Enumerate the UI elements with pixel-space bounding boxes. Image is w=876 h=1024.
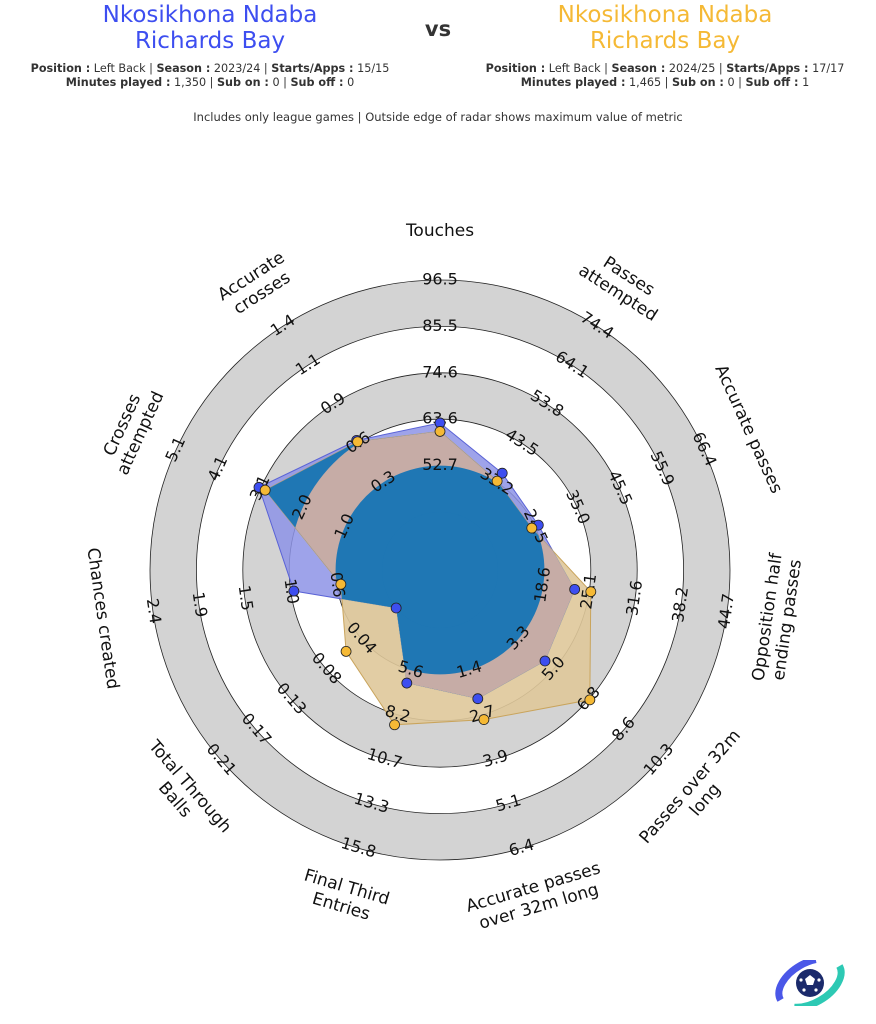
player2-point-8	[335, 578, 347, 590]
player1-suboff: 0	[347, 76, 355, 89]
player1-point-6	[401, 677, 413, 689]
brand-logo	[775, 960, 845, 1006]
player2-starts-label: Starts/Apps :	[726, 62, 809, 75]
metric-label-8-line-0: Chances created	[82, 547, 122, 691]
player2-name: Nkosikhona Ndaba	[557, 2, 773, 28]
player1-position-label: Position :	[30, 62, 91, 75]
player1-position: Left Back	[93, 62, 146, 75]
player2-subon: 0	[727, 76, 735, 89]
tick-label-0-0: 52.7	[422, 455, 458, 474]
tick-label-8-3: 1.9	[189, 591, 211, 619]
player2-point-3	[585, 586, 597, 598]
player1-header: Nkosikhona Ndaba Richards Bay Position :…	[30, 2, 390, 90]
player2-position-label: Position :	[485, 62, 546, 75]
player1-point-3	[569, 583, 581, 595]
tick-label-0-3: 85.5	[422, 316, 458, 335]
player2-meta: Position : Left Back | Season : 2024/25 …	[485, 62, 845, 89]
tick-label-8-4: 2.4	[143, 597, 165, 625]
player2-season: 2024/25	[668, 62, 716, 75]
metric-label-2-line-0: Accurate passes	[710, 362, 786, 497]
player2-point-4	[584, 694, 596, 706]
metric-label-6: Final ThirdEntries	[296, 866, 392, 929]
player2-point-5	[478, 714, 490, 725]
player2-point-2	[526, 522, 538, 534]
player1-point-8	[288, 585, 300, 597]
player2-suboff: 1	[802, 76, 810, 89]
metric-label-0: Touches	[405, 221, 474, 241]
center-disc	[382, 512, 498, 628]
tick-label-3-3: 38.2	[668, 586, 692, 624]
player2-point-9	[259, 484, 271, 496]
ring-line-4	[242, 372, 638, 768]
player2-minutes: 1,465	[629, 76, 662, 89]
player1-suboff-label: Sub off :	[290, 76, 344, 89]
player1-subon: 0	[272, 76, 280, 89]
tick-label-3-2: 31.6	[622, 579, 646, 617]
metric-label-9: Crossesattempted	[95, 380, 169, 478]
player1-starts: 15/15	[357, 62, 390, 75]
versus-wrapper: vs	[0, 17, 876, 41]
tick-label-8-2: 1.5	[235, 584, 257, 612]
player2-season-label: Season :	[611, 62, 666, 75]
player1-point-5	[472, 693, 484, 705]
tick-label-0-4: 96.5	[422, 270, 458, 289]
player1-team: Richards Bay	[134, 28, 286, 54]
tick-label-0-2: 74.6	[422, 362, 458, 381]
player1-subon-label: Sub on :	[216, 76, 269, 89]
player2-point-6	[389, 719, 400, 731]
player2-header: Nkosikhona Ndaba Richards Bay Position :…	[485, 2, 845, 90]
player1-season: 2023/24	[213, 62, 261, 75]
metric-label-3: Opposition halfending passes	[749, 551, 807, 685]
player1-point-1	[496, 467, 508, 479]
metric-label-5: Accurate passesover 32m long	[464, 858, 609, 936]
player2-minutes-label: Minutes played :	[520, 76, 626, 89]
player2-suboff-label: Sub off :	[745, 76, 799, 89]
player1-season-label: Season :	[156, 62, 211, 75]
player2-point-10	[352, 436, 363, 448]
player1-starts-label: Starts/Apps :	[271, 62, 354, 75]
player1-point-7	[390, 602, 402, 614]
chart-note: Includes only league games | Outside edg…	[193, 110, 683, 124]
player2-starts: 17/17	[812, 62, 845, 75]
player2-team: Richards Bay	[589, 28, 741, 54]
tick-label-3-4: 44.7	[714, 592, 738, 630]
tick-label-3-0: 18.6	[530, 566, 554, 604]
player1-minutes-label: Minutes played :	[65, 76, 171, 89]
player2-point-1	[491, 475, 503, 487]
ring-line-5	[195, 325, 685, 815]
player1-name: Nkosikhona Ndaba	[102, 2, 318, 28]
metric-label-2: Accurate passes	[710, 362, 786, 497]
player2-point-7	[340, 645, 352, 657]
player1-point-4	[539, 655, 551, 667]
player1-minutes: 1,350	[174, 76, 207, 89]
ring-line-outer	[149, 279, 731, 861]
player2-subon-label: Sub on :	[671, 76, 724, 89]
metric-label-0-line-0: Touches	[405, 221, 474, 241]
player1-meta: Position : Left Back | Season : 2023/24 …	[30, 62, 390, 89]
player2-position: Left Back	[548, 62, 601, 75]
player2-point-0	[434, 426, 446, 437]
versus-label: vs	[424, 17, 452, 41]
metric-label-8: Chances created	[82, 547, 122, 691]
